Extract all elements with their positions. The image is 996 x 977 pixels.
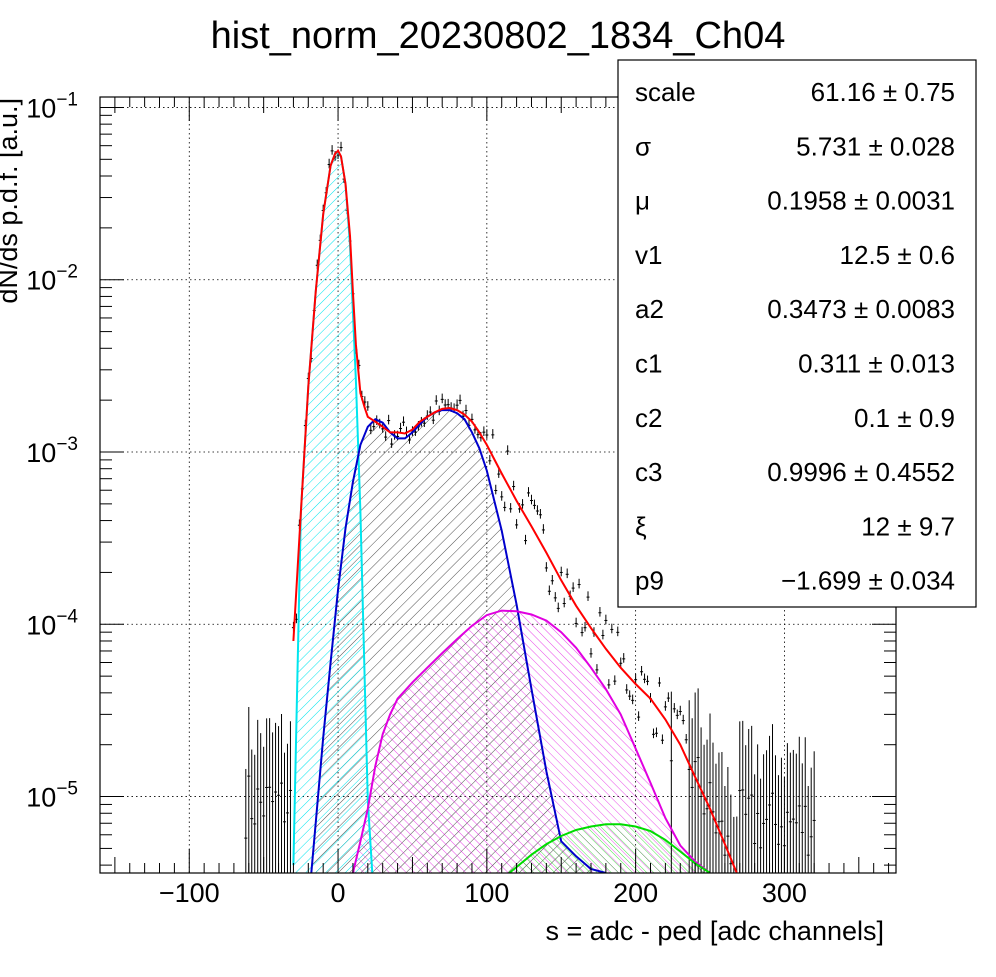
- component-fills: [293, 152, 710, 873]
- stats-param-value: 0.1958 ± 0.0031: [767, 186, 955, 216]
- x-axis-title: s = adc - ped [adc channels]: [546, 916, 884, 946]
- three_pe-area: [509, 824, 710, 873]
- y-axis-title: dN/ds p.d.f. [a.u.]: [0, 98, 23, 304]
- stats-param-value: 0.3473 ± 0.0083: [767, 294, 955, 324]
- stats-param-name: scale: [635, 77, 696, 107]
- stats-box-frame: [617, 59, 977, 608]
- stats-param-name: p9: [635, 566, 664, 596]
- x-tick-label: 200: [613, 878, 658, 908]
- stats-param-value: 12.5 ± 0.6: [840, 240, 955, 270]
- y-tick-label: 10−2: [26, 262, 78, 296]
- stats-param-name: c3: [635, 457, 662, 487]
- stats-param-name: ξ: [635, 511, 647, 541]
- stats-param-value: 12 ± 9.7: [861, 511, 955, 541]
- chart-title: hist_norm_20230802_1834_Ch04: [211, 15, 786, 57]
- total-curve: [292, 149, 738, 873]
- stats-param-name: σ: [635, 131, 651, 161]
- stats-param-name: μ: [635, 186, 650, 216]
- x-tick-label: −100: [159, 878, 220, 908]
- fit-curves: [292, 149, 738, 873]
- stats-param-value: 0.1 ± 0.9: [854, 403, 955, 433]
- x-tick-label: 300: [762, 878, 807, 908]
- stats-param-value: 0.9996 ± 0.4552: [767, 457, 955, 487]
- histogram-data: [244, 141, 816, 873]
- stats-param-value: 0.311 ± 0.013: [798, 349, 955, 379]
- y-tick-label: 10−5: [26, 779, 78, 813]
- stats-param-value: 5.731 ± 0.028: [796, 131, 955, 161]
- x-tick-label: 100: [464, 878, 509, 908]
- fit-parameters-box: scale 61.16 ± 0.75 σ 5.731 ± 0.028 μ 0.1958 ±…: [617, 59, 977, 608]
- stats-param-name: c2: [635, 403, 662, 433]
- stats-param-value: 61.16 ± 0.75: [811, 77, 955, 107]
- y-tick-label: 10−3: [26, 434, 78, 468]
- stats-param-value: −1.699 ± 0.034: [781, 566, 955, 596]
- x-tick-label: 0: [331, 878, 346, 908]
- stats-param-name: a2: [635, 294, 664, 324]
- three_pe-curve: [508, 823, 711, 873]
- y-tick-label: 10−4: [26, 606, 78, 640]
- y-tick-label: 10−1: [26, 89, 78, 123]
- two_pe-area: [352, 610, 710, 873]
- stats-param-name: v1: [635, 240, 662, 270]
- axis-ticks: −100 0 100 200 300 10−5 10−4 10−3 10−2 10−1: [26, 89, 896, 908]
- two_pe-curve: [351, 609, 711, 873]
- stats-param-name: c1: [635, 349, 662, 379]
